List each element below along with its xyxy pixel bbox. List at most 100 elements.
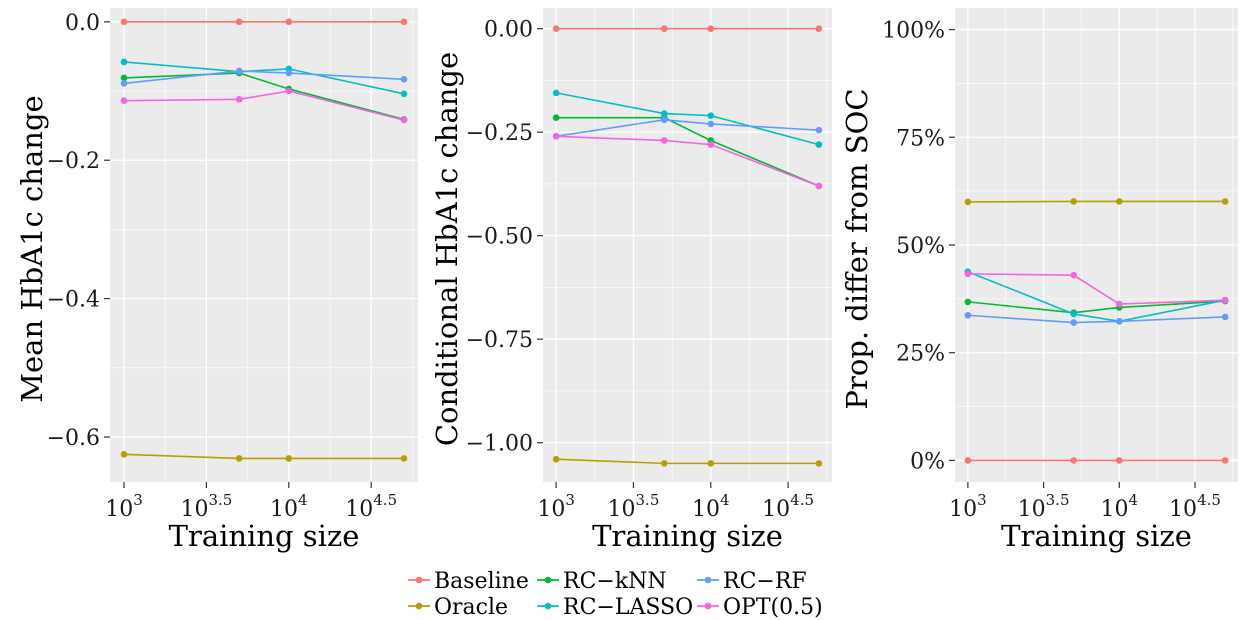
x-tick-label: 104.5: [762, 491, 814, 522]
data-point: [120, 97, 128, 105]
data-point: [1115, 457, 1123, 464]
data-point: [815, 141, 823, 148]
data-point: [400, 116, 408, 124]
data-point: [285, 18, 293, 26]
data-point: [400, 455, 408, 462]
series-line: [123, 61, 405, 95]
series-line: [556, 458, 819, 465]
x-tick-label: 103.5: [1018, 491, 1070, 522]
series-line: [967, 314, 1226, 324]
data-point: [1221, 457, 1229, 464]
panel-background: [110, 8, 418, 482]
x-axis-title: Training size: [592, 519, 783, 553]
data-point: [1115, 198, 1123, 205]
panel-1: 0.0 −0.2 −0.4 −0.6 103 103.5 104 104.5Training …: [15, 8, 418, 553]
legend-item: RC−RF: [697, 569, 807, 594]
data-point: [1115, 300, 1123, 308]
x-tick-label: 103.5: [608, 491, 660, 522]
y-tick-label: 75%: [896, 126, 945, 151]
data-point: [552, 114, 560, 122]
x-axis-title: Training size: [1001, 519, 1192, 553]
legend-item: Oracle: [408, 595, 508, 620]
y-tick-label: 0.0: [65, 11, 100, 36]
series-line: [556, 116, 820, 187]
legend-label: Oracle: [434, 595, 508, 620]
y-tick-label: 25%: [896, 342, 945, 367]
data-point: [964, 311, 972, 319]
data-point: [285, 455, 293, 462]
y-tick-label: 0%: [910, 449, 945, 474]
series-line: [556, 135, 820, 187]
panel-3: 0% 25% 50% 75% 100% 103 103.5 104 104.5Training …: [840, 8, 1238, 553]
data-point: [552, 89, 560, 97]
data-point: [1070, 457, 1078, 464]
legend-key-point: [415, 576, 423, 584]
data-point: [120, 74, 128, 82]
legend-item: RC−LASSO: [537, 595, 693, 620]
y-tick-label: 50%: [896, 234, 945, 259]
x-tick-label: 104.5: [345, 491, 397, 522]
data-point: [964, 298, 972, 306]
y-tick-label: −1.00: [466, 432, 533, 457]
data-point: [235, 96, 243, 103]
y-tick-label: −0.4: [47, 288, 100, 313]
series-line: [123, 90, 405, 121]
y-tick-label: −0.75: [466, 328, 533, 353]
data-point: [815, 126, 823, 134]
legend-key-point: [704, 602, 712, 610]
data-point: [707, 25, 715, 32]
data-point: [1070, 271, 1078, 279]
data-point: [552, 455, 560, 463]
data-point: [964, 457, 972, 464]
data-point: [120, 58, 128, 66]
data-point: [235, 455, 243, 462]
panel-2: 0.00 −0.25 −0.50 −0.75 −1.00 103 103.5 104 104.5…: [430, 8, 832, 553]
data-point: [1070, 319, 1078, 326]
data-point: [707, 120, 715, 128]
panel-background: [543, 8, 832, 482]
y-axis-title: Mean HbA1c change: [15, 95, 49, 402]
y-tick-label: 100%: [882, 19, 945, 44]
legend-item: OPT(0.5): [697, 595, 823, 620]
data-point: [285, 87, 293, 95]
data-point: [660, 460, 668, 467]
data-point: [1221, 296, 1229, 304]
data-point: [120, 451, 128, 458]
data-point: [660, 116, 668, 124]
data-point: [660, 137, 668, 144]
data-point: [660, 25, 668, 32]
legend-label: RC−RF: [723, 569, 807, 594]
data-point: [707, 460, 715, 467]
y-tick-label: −0.50: [466, 225, 533, 250]
data-point: [552, 133, 560, 140]
legend-key-point: [544, 576, 552, 584]
x-tick-label: 104: [1101, 491, 1139, 522]
legend-key-point: [704, 576, 712, 584]
data-point: [707, 141, 715, 148]
data-point: [660, 110, 668, 117]
legend-key-point: [415, 602, 423, 610]
data-point: [285, 69, 293, 77]
x-tick-label: 104: [270, 491, 308, 522]
data-point: [120, 18, 128, 26]
legend-item: RC−kNN: [537, 569, 667, 594]
legend-key-point: [544, 602, 552, 610]
series-line: [555, 92, 820, 146]
data-point: [1221, 198, 1229, 205]
data-point: [815, 182, 823, 190]
y-tick-label: −0.6: [47, 426, 100, 451]
data-point: [815, 460, 823, 467]
legend-label: Baseline: [434, 569, 529, 594]
y-axis-title: Conditional HbA1c change: [430, 52, 464, 446]
data-point: [707, 112, 715, 119]
data-point: [964, 270, 972, 278]
legend-label: RC−kNN: [563, 569, 667, 594]
series-line: [123, 70, 405, 85]
data-point: [964, 198, 972, 206]
data-point: [400, 90, 408, 98]
x-tick-label: 103: [105, 491, 143, 522]
series-line: [556, 118, 819, 138]
series-line: [123, 453, 404, 460]
data-point: [235, 67, 243, 75]
